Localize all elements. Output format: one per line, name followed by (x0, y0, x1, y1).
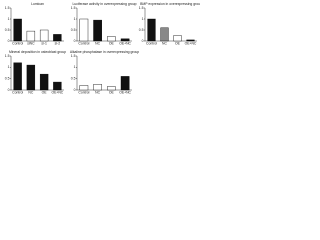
x-tick-label: siNC (27, 41, 35, 45)
x-tick-label: OE+NC (119, 41, 131, 45)
bar (120, 76, 130, 91)
bar (53, 34, 62, 42)
bar (160, 27, 169, 42)
panel-title: Lumican (31, 2, 44, 6)
y-tick-label: 0 (8, 39, 10, 43)
bar (39, 29, 49, 42)
x-tick-label: OE+NC (51, 90, 63, 94)
bar (53, 81, 62, 91)
x-tick-label: OE (109, 90, 115, 94)
bar (79, 18, 89, 42)
y-tick-label: 0 (74, 88, 76, 92)
y-tick-label: 1.5 (71, 6, 76, 10)
bar (26, 64, 36, 91)
panel-title: Luciferase activity in overexpressing gr… (72, 2, 136, 6)
y-tick-label: 1.5 (71, 54, 76, 58)
y-tick-label: 0.5 (71, 28, 76, 32)
x-tick-label: OE (175, 41, 181, 45)
bar (93, 84, 102, 91)
bar (173, 35, 182, 42)
x-tick-label: Control (78, 41, 89, 45)
x-tick-label: si-2 (55, 41, 61, 45)
bar (79, 85, 89, 91)
panel-title: Mineral deposition in osteoblast group (9, 50, 66, 54)
y-tick-label: 0.5 (139, 28, 144, 32)
bar (93, 19, 102, 42)
y-tick-label: 0.5 (71, 77, 76, 81)
x-tick-label: NC (95, 41, 100, 45)
x-tick-label: OE+NC (185, 41, 197, 45)
page: {"chart_data": [ {"type": "bar", "title"… (0, 0, 202, 97)
x-tick-label: NC (162, 41, 167, 45)
y-tick-label: 1 (74, 65, 76, 69)
y-tick-label: 0 (142, 39, 144, 43)
bar (120, 38, 130, 42)
x-tick-label: OE+NC (119, 90, 131, 94)
x-tick-label: Control (146, 41, 157, 45)
y-tick-label: 0.5 (5, 77, 10, 81)
bar (107, 36, 116, 42)
panel-title: BMP expression in overexpressing group (140, 2, 200, 6)
y-tick-label: 0.5 (5, 28, 10, 32)
x-tick-label: NC (28, 90, 33, 94)
x-tick-label: OE (109, 41, 115, 45)
x-tick-label: Control (12, 41, 23, 45)
y-tick-label: 0 (74, 39, 76, 43)
y-tick-label: 1 (8, 65, 10, 69)
figure: Lumican 0 0.5 1 1.5 Control siNC si-1 si-2 Lucife… (5, 2, 202, 95)
y-tick-label: 0 (8, 88, 10, 92)
y-tick-label: 1.5 (139, 6, 144, 10)
y-tick-label: 1 (142, 17, 144, 21)
bar (26, 30, 36, 42)
y-tick-label: 1 (8, 17, 10, 21)
bar (107, 86, 116, 91)
x-tick-label: OE (42, 90, 48, 94)
bar (147, 18, 156, 42)
y-tick-label: 1.5 (5, 6, 10, 10)
x-tick-label: NC (95, 90, 100, 94)
x-tick-label: Control (78, 90, 89, 94)
bar (13, 18, 22, 42)
bar (13, 62, 22, 91)
y-tick-label: 1 (74, 17, 76, 21)
x-tick-label: Control (12, 90, 23, 94)
y-tick-label: 1.5 (5, 54, 10, 58)
bar (39, 73, 49, 91)
x-tick-label: si-1 (41, 41, 47, 45)
bar (186, 39, 195, 42)
panel-title: Alkaline phosphatase in overexpressing g… (70, 50, 139, 54)
